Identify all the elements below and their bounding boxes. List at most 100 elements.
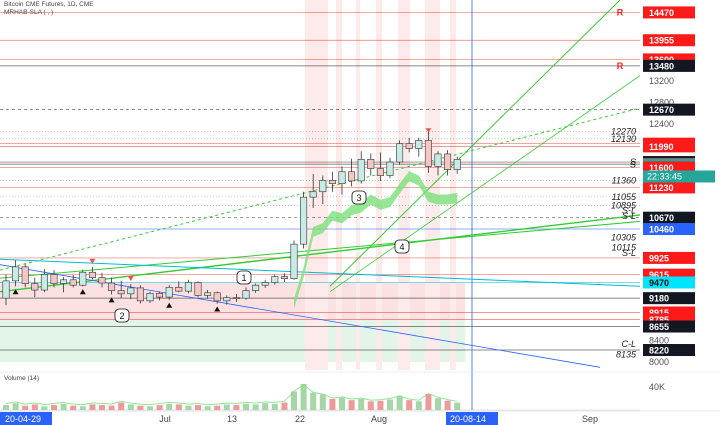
volume-bar [243, 403, 249, 410]
volume-bar [22, 405, 29, 410]
candle-body [261, 282, 269, 286]
price-label-bg [643, 211, 695, 224]
candle-body [348, 171, 356, 182]
candle-body [415, 140, 423, 149]
level-note: C-L [621, 339, 636, 349]
annotation-box [394, 239, 410, 254]
candle-body [300, 196, 308, 245]
volume-bar [396, 396, 403, 410]
level-note: S-L [622, 211, 636, 221]
volume-bar [300, 384, 307, 410]
volume-bar [435, 398, 441, 410]
volume-bar [147, 406, 153, 410]
volume-bar [454, 402, 461, 410]
annotation-box [114, 308, 130, 323]
trendline-support-1 [0, 214, 641, 293]
volume-bar [118, 402, 125, 410]
volume-bar [291, 391, 297, 410]
price-label-bg [643, 276, 695, 289]
candle-body [12, 266, 20, 282]
candle-body [405, 143, 413, 149]
candle-body [40, 274, 48, 291]
price-label-bg [643, 6, 695, 19]
x-start-bg [0, 412, 52, 425]
price-label-bg [643, 181, 695, 194]
price-label-bg [643, 344, 695, 357]
countdown-bg [643, 170, 715, 183]
volume-bar [252, 404, 259, 410]
candle-body [69, 279, 77, 286]
trendline-support-2 [0, 220, 641, 279]
highlight-band-2 [356, 0, 360, 370]
candle-body [50, 274, 58, 284]
price-label-11230: 11230 [649, 183, 674, 193]
price-label-14470: 14470 [649, 8, 674, 18]
candle-body [309, 191, 317, 198]
candle-body [280, 276, 288, 280]
volume-bar [3, 405, 9, 410]
candle-body [184, 282, 192, 292]
price-label-8655: 8655 [649, 322, 669, 332]
annotation-label: 3 [356, 193, 361, 203]
level-note: 10305 [611, 232, 637, 242]
volume-bar [137, 405, 144, 410]
candle-body [127, 287, 135, 295]
candle-body [444, 153, 452, 170]
volume-bar [310, 392, 317, 410]
candle-body [252, 284, 260, 291]
y-tick-label: 8400 [649, 335, 669, 345]
highlight-band-3 [376, 0, 382, 370]
x-tick-label: 22 [295, 414, 305, 424]
price-label-9470: 9470 [649, 278, 669, 288]
price-label-8785: 8785 [649, 315, 669, 325]
y-tick-label: 12800 [649, 98, 674, 108]
price-label-9615: 9615 [649, 270, 669, 280]
buy-zone [0, 319, 465, 362]
trendline-mid [329, 75, 641, 293]
candle-body [319, 180, 327, 193]
volume-bar [60, 403, 67, 410]
price-label-9925: 9925 [649, 253, 669, 263]
candle-body [194, 282, 202, 296]
volume-bar [233, 405, 240, 410]
level-note: 12270 [611, 126, 636, 136]
volume-bar [70, 405, 77, 410]
candle-body [367, 159, 375, 169]
sell-marker [127, 276, 134, 282]
candle-body [117, 290, 125, 295]
buy-marker [12, 289, 19, 295]
volume-bar [156, 405, 163, 410]
candle-body [453, 159, 461, 170]
candle-body [2, 280, 10, 299]
y-tick-label: 12400 [649, 119, 674, 129]
candle-body [136, 287, 144, 302]
r-marker: R [617, 7, 624, 17]
volume-bar [127, 404, 134, 410]
volume-bar [51, 405, 57, 410]
level-note: 11360 [612, 175, 636, 185]
candle-body [434, 153, 442, 167]
price-label-bg [643, 34, 695, 47]
price-label-bg [643, 320, 695, 333]
sell-zone [0, 282, 465, 320]
sell-marker [425, 128, 432, 133]
candle-body [357, 159, 365, 182]
price-label-12670: 12670 [649, 105, 674, 115]
volume-bar [195, 405, 201, 410]
volume-bar [358, 398, 365, 410]
x-end-label: 20-08-14 [450, 414, 486, 424]
annotation-label: 1 [241, 273, 246, 283]
highlight-band-0 [305, 0, 328, 370]
candle-body [290, 243, 298, 280]
price-label-bg [643, 223, 695, 236]
price-label-bg [643, 103, 695, 116]
candle-body [79, 271, 87, 286]
sell-marker [89, 258, 96, 264]
level-note: S-L [622, 205, 636, 215]
highlight-band-1 [336, 0, 342, 370]
time-axis-bg [0, 411, 720, 425]
highlight-band-6 [450, 0, 456, 370]
level-note: 10115 [612, 243, 637, 253]
volume-bar [214, 405, 221, 410]
